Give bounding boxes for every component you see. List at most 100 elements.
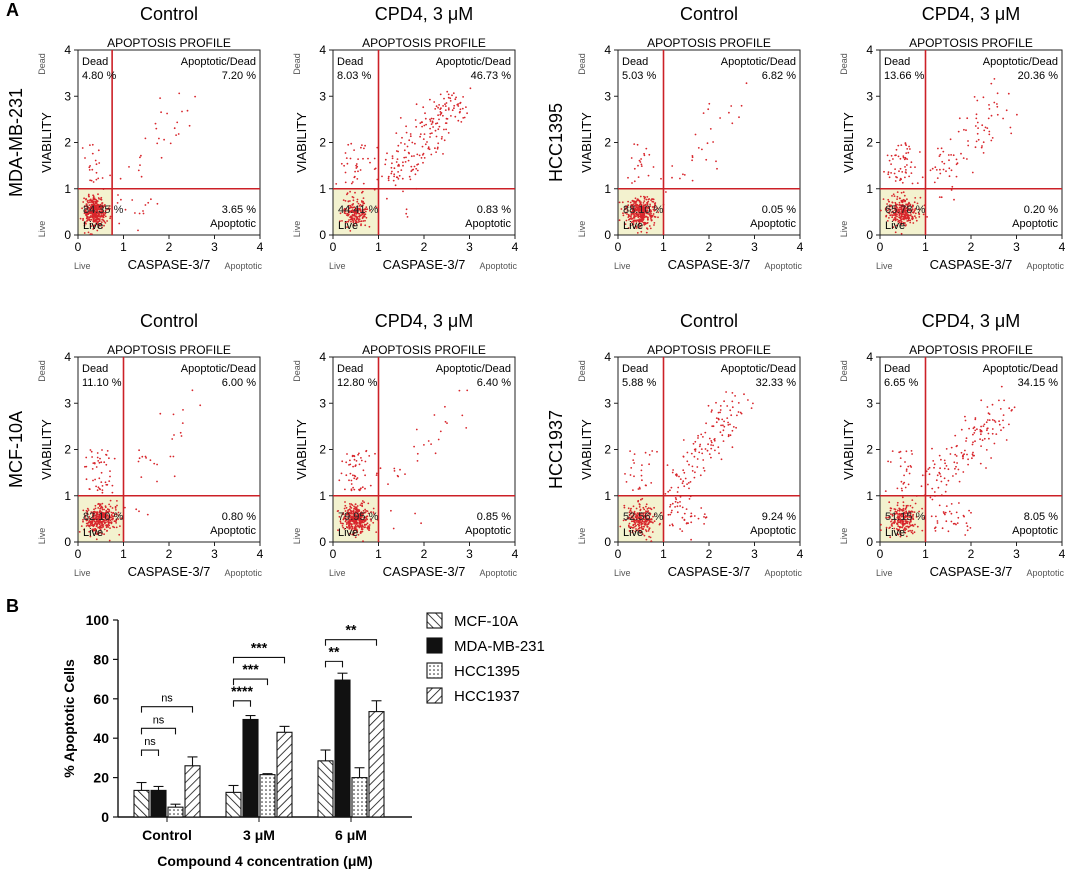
live-dot	[646, 211, 648, 213]
live-dot	[898, 201, 901, 204]
live-percent: 51.15 %	[885, 511, 926, 523]
dead-label: Dead	[82, 363, 108, 375]
apoptotic-dead-dot	[990, 82, 993, 85]
live-dot	[634, 523, 636, 525]
y-tick-label: 2	[64, 136, 71, 150]
live-dot	[904, 224, 907, 227]
dead-dot	[348, 479, 350, 482]
apoptotic-dead-dot	[966, 117, 969, 120]
live-dot	[902, 507, 905, 510]
x-axis-label: CASPASE-3/7	[930, 564, 1013, 579]
live-dot	[651, 214, 654, 217]
live-dot	[646, 216, 649, 219]
apoptotic-dot	[667, 513, 670, 516]
apoptotic-dead-dot	[710, 456, 712, 459]
dead-dot	[95, 178, 98, 181]
apoptotic-dead-dot	[928, 473, 931, 476]
apoptotic-dead-dot	[735, 426, 737, 429]
apoptotic-dead-dot	[702, 459, 705, 461]
significance-bracket	[232, 656, 286, 664]
live-dot	[911, 206, 914, 208]
apoptotic-percent: 0.05 %	[762, 204, 796, 216]
live-dot	[900, 214, 903, 217]
apoptotic-dead-dot	[722, 424, 724, 427]
live-dot	[91, 207, 93, 210]
live-dot	[351, 211, 353, 214]
apoptotic-dead-dot	[713, 439, 716, 442]
live-dot	[83, 232, 86, 234]
apoptotic-dead-dot	[459, 108, 462, 111]
apoptotic-dead-dot	[153, 462, 156, 465]
dead-dot	[94, 478, 96, 481]
dead-percent: 4.80 %	[82, 70, 116, 82]
live-dot	[367, 502, 370, 505]
live-dot	[638, 210, 641, 212]
significance-bracket	[324, 660, 344, 668]
dead-dot	[897, 144, 900, 147]
live-dot	[82, 201, 85, 203]
live-dot	[92, 201, 94, 204]
live-dot	[87, 231, 90, 234]
apoptotic-dead-dot	[953, 461, 956, 464]
dead-dot	[364, 144, 366, 147]
x-tick-label: 4	[1059, 240, 1066, 254]
apoptotic-label: Apoptotic	[750, 525, 796, 537]
x-tick-label: 1	[375, 547, 382, 561]
live-dot	[886, 220, 889, 222]
live-dot	[100, 505, 103, 508]
x-tick-label: 4	[512, 240, 519, 254]
live-dot	[640, 523, 643, 526]
live-dot	[643, 534, 646, 537]
apoptotic-dot	[955, 511, 958, 514]
dead-dot	[101, 449, 103, 451]
dead-dot	[364, 487, 366, 490]
apoptotic-dead-dot	[436, 147, 439, 150]
live-dot	[893, 214, 895, 217]
apoptotic-dead-dot	[948, 167, 951, 170]
apoptotic-dead-dot	[955, 158, 958, 161]
live-dot	[642, 206, 645, 208]
apoptotic-dead-dot	[956, 444, 958, 447]
live-dot	[650, 216, 653, 219]
apoptotic-dead-dot	[407, 151, 410, 154]
apoptotic-dead-dot	[943, 162, 946, 165]
live-dot	[98, 206, 101, 209]
dead-dot	[358, 463, 361, 466]
apoptotic-dead-dot	[955, 465, 957, 468]
live-dot	[911, 499, 914, 501]
y-tick-label: 2	[866, 136, 873, 150]
live-dot	[94, 202, 97, 205]
apoptotic-dot	[669, 505, 671, 508]
live-dot	[918, 208, 921, 211]
apoptotic-dead-dot	[176, 121, 179, 124]
apoptotic-dead-dot	[469, 87, 472, 90]
apoptotic-dead-dot	[988, 133, 991, 136]
apoptotic-dead-percent: 34.15 %	[1018, 377, 1059, 389]
live-dot	[87, 193, 90, 196]
live-dot	[103, 205, 106, 208]
apoptotic-dead-dot	[689, 481, 692, 483]
dead-dot	[644, 484, 647, 487]
live-dot	[898, 204, 900, 206]
apoptotic-label: Apoptotic	[210, 525, 256, 537]
x-high-label: Apoptotic	[479, 261, 517, 271]
apoptotic-dead-dot	[721, 434, 724, 437]
apoptotic-dead-dot	[405, 131, 408, 134]
apoptotic-dead-dot	[199, 404, 202, 407]
apoptotic-dead-dot	[429, 98, 431, 101]
live-dot	[350, 524, 353, 526]
apoptotic-dead-dot	[405, 125, 407, 128]
apoptotic-dot	[120, 198, 122, 201]
dead-dot	[927, 483, 929, 486]
live-dot	[635, 225, 638, 228]
apoptotic-dead-dot	[1003, 399, 1005, 402]
apoptotic-dead-dot	[705, 158, 708, 161]
category-label: 3 μM	[243, 827, 275, 843]
legend-label: MCF-10A	[454, 613, 518, 630]
dead-dot	[908, 145, 910, 148]
apoptotic-dead-dot	[956, 462, 958, 464]
dead-dot	[109, 470, 111, 472]
apoptotic-dead-dot	[719, 431, 722, 434]
dead-dot	[884, 490, 887, 492]
apoptotic-dead-dot	[682, 480, 685, 483]
